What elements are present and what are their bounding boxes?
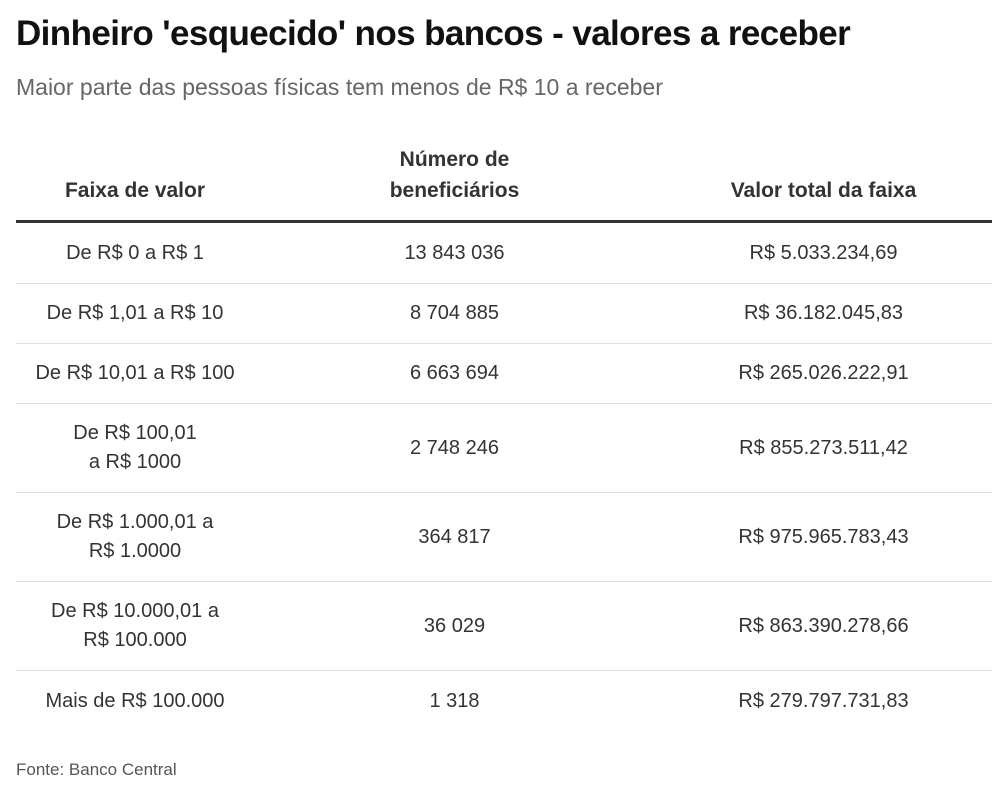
cell-range-text: Mais de R$ 100.000 (45, 689, 225, 712)
cell-total: R$ 5.033.234,69 (655, 221, 992, 284)
cell-beneficiaries: 364 817 (254, 492, 655, 582)
cell-total: R$ 855.273.511,42 (655, 403, 992, 493)
cell-beneficiaries: 8 704 885 (254, 283, 655, 344)
table-row: De R$ 10.000,01 a R$ 100.000 36 029 R$ 8… (16, 581, 992, 671)
cell-beneficiaries: 1 318 (429, 689, 480, 712)
column-header-total-label: Valor total da faixa (730, 179, 917, 202)
cell-range-text: De R$ 1.000,01 a R$ 1.0000 (56, 511, 214, 562)
column-header-range-label: Faixa de valor (64, 179, 206, 202)
cell-range-text: De R$ 100,01 a R$ 1000 (73, 422, 197, 473)
cell-total: R$ 863.390.278,66 (655, 581, 992, 671)
chart-title: Dinheiro 'esquecido' nos bancos - valore… (16, 14, 851, 53)
cell-beneficiaries: 13 843 036 (254, 221, 655, 284)
column-header-range: Faixa de valor (16, 140, 254, 223)
data-table: Faixa de valor Número de beneficiários V… (16, 140, 992, 731)
cell-total: R$ 279.797.731,83 (738, 689, 909, 712)
cell-range: De R$ 10.000,01 a R$ 100.000 (16, 581, 254, 671)
cell-range: Mais de R$ 100.000 (16, 671, 254, 732)
column-header-beneficiaries: Número de beneficiários (254, 140, 655, 223)
cell-beneficiaries: 36 029 (254, 581, 655, 671)
table-header: Faixa de valor Número de beneficiários V… (16, 140, 992, 223)
source-note: Fonte: Banco Central (16, 760, 177, 779)
data-table-container: Faixa de valor Número de beneficiários V… (16, 140, 992, 731)
table-row: De R$ 0 a R$ 1 13 843 036 R$ 5.033.234,6… (16, 221, 992, 284)
cell-range-text: De R$ 10.000,01 a R$ 100.000 (51, 600, 219, 651)
table-row: Mais de R$ 100.000 1 318 R$ 279.797.731,… (16, 671, 992, 732)
cell-total: R$ 975.965.783,43 (655, 492, 992, 582)
cell-range: De R$ 1.000,01 a R$ 1.0000 (16, 492, 254, 582)
cell-range-text: De R$ 10,01 a R$ 100 (35, 362, 235, 384)
column-header-total: Valor total da faixa (655, 140, 992, 223)
column-header-beneficiaries-label: Número de beneficiários (389, 148, 520, 202)
cell-beneficiaries: 6 663 694 (254, 343, 655, 404)
table-row: De R$ 1,01 a R$ 10 8 704 885 R$ 36.182.0… (16, 283, 992, 344)
table-row: De R$ 100,01 a R$ 1000 2 748 246 R$ 855.… (16, 403, 992, 493)
cell-range: De R$ 100,01 a R$ 1000 (16, 403, 254, 493)
cell-range: De R$ 10,01 a R$ 100 (16, 343, 254, 404)
cell-range: De R$ 1,01 a R$ 10 (16, 283, 254, 344)
cell-range-text: De R$ 1,01 a R$ 10 (46, 302, 224, 324)
table-row: De R$ 10,01 a R$ 100 6 663 694 R$ 265.02… (16, 343, 992, 404)
header-row: Faixa de valor Número de beneficiários V… (16, 140, 992, 223)
cell-range-text: De R$ 0 a R$ 1 (66, 241, 204, 264)
cell-beneficiaries: 2 748 246 (254, 403, 655, 493)
cell-total: R$ 36.182.045,83 (655, 283, 992, 344)
table-body: De R$ 0 a R$ 1 13 843 036 R$ 5.033.234,6… (16, 221, 992, 732)
cell-total: R$ 265.026.222,91 (655, 343, 992, 404)
table-row: De R$ 1.000,01 a R$ 1.0000 364 817 R$ 97… (16, 492, 992, 582)
chart-subtitle: Maior parte das pessoas físicas tem meno… (16, 74, 663, 100)
cell-range: De R$ 0 a R$ 1 (16, 221, 254, 284)
